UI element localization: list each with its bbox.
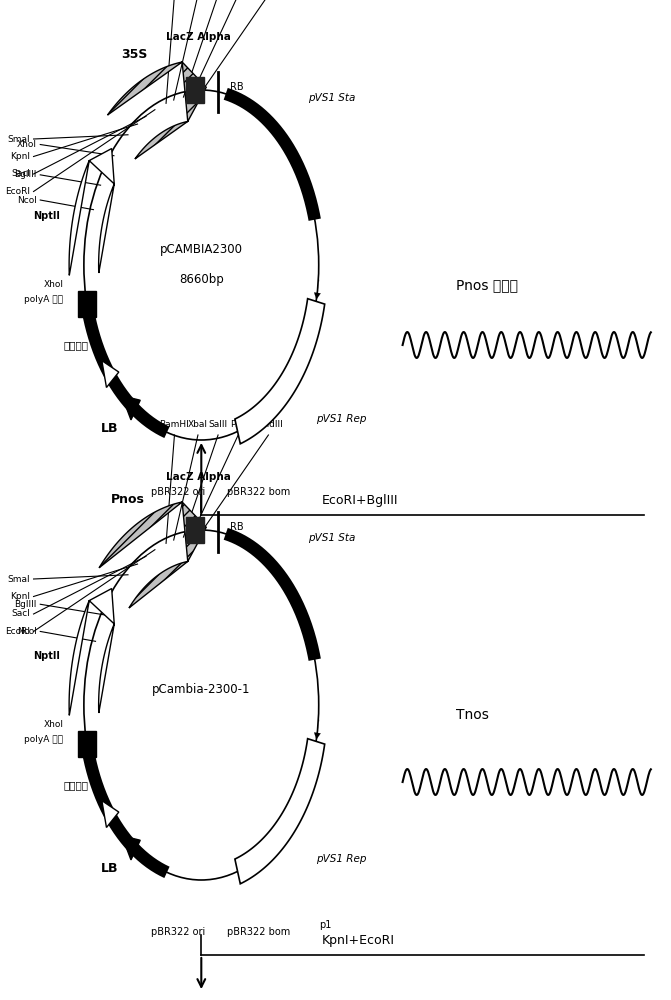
Polygon shape xyxy=(102,361,119,387)
Text: EcoRI: EcoRI xyxy=(5,187,30,196)
Text: SalII: SalII xyxy=(209,420,227,429)
Text: pVS1 Sta: pVS1 Sta xyxy=(307,93,355,103)
Text: pBR322 ori: pBR322 ori xyxy=(151,487,205,497)
Text: 35S: 35S xyxy=(121,48,147,61)
Polygon shape xyxy=(235,299,325,444)
Text: pBR322 bom: pBR322 bom xyxy=(227,487,290,497)
Text: HindIII: HindIII xyxy=(254,420,282,429)
Text: SmaI: SmaI xyxy=(7,574,30,584)
Text: NcoI: NcoI xyxy=(17,196,37,205)
Text: EcoRI: EcoRI xyxy=(5,627,30,636)
Text: polyA 信号: polyA 信号 xyxy=(24,735,63,744)
Text: XbaI: XbaI xyxy=(188,420,208,429)
Text: pCAMBIA2300: pCAMBIA2300 xyxy=(160,243,243,256)
Text: 卡那霉素: 卡那霉素 xyxy=(64,780,89,790)
Text: PstI: PstI xyxy=(230,420,246,429)
Text: pCambia-2300-1: pCambia-2300-1 xyxy=(152,684,250,696)
Text: NcoI: NcoI xyxy=(17,627,37,636)
Polygon shape xyxy=(235,739,325,884)
Bar xyxy=(187,77,204,103)
Bar xyxy=(78,291,95,317)
Text: LacZ Alpha: LacZ Alpha xyxy=(166,32,231,42)
Bar xyxy=(187,517,204,543)
Text: NptII: NptII xyxy=(34,651,60,661)
Text: EcoRI+BglIII: EcoRI+BglIII xyxy=(322,494,399,507)
Text: KpnI: KpnI xyxy=(10,152,30,161)
Polygon shape xyxy=(107,62,206,159)
Text: BamHI: BamHI xyxy=(160,420,189,429)
Polygon shape xyxy=(69,149,114,275)
Text: RB: RB xyxy=(229,82,244,92)
Text: LB: LB xyxy=(101,422,118,435)
Text: SacI: SacI xyxy=(11,169,30,178)
Text: LB: LB xyxy=(101,862,118,875)
Text: Tnos: Tnos xyxy=(456,708,489,722)
Text: 卡那霉素: 卡那霉素 xyxy=(64,340,89,350)
Text: pVS1 Sta: pVS1 Sta xyxy=(307,533,355,543)
Text: NptII: NptII xyxy=(34,211,60,221)
Text: XhoI: XhoI xyxy=(17,140,37,149)
Text: pBR322 bom: pBR322 bom xyxy=(227,927,290,937)
Text: BglIII: BglIII xyxy=(15,600,37,609)
Text: XhoI: XhoI xyxy=(44,720,63,729)
Text: SacI: SacI xyxy=(11,609,30,618)
Text: 8660bp: 8660bp xyxy=(179,273,223,286)
Text: pBR322 ori: pBR322 ori xyxy=(151,927,205,937)
Bar xyxy=(78,731,95,757)
Text: Pnos: Pnos xyxy=(111,493,145,506)
Text: KpnI: KpnI xyxy=(10,592,30,601)
Polygon shape xyxy=(102,801,119,827)
Text: SmaI: SmaI xyxy=(7,134,30,143)
Text: RB: RB xyxy=(229,522,244,532)
Text: polyA 信号: polyA 信号 xyxy=(24,295,63,304)
Text: Pnos 启动子: Pnos 启动子 xyxy=(456,278,518,292)
Text: LacZ Alpha: LacZ Alpha xyxy=(166,472,231,482)
Text: p1: p1 xyxy=(319,920,331,930)
Polygon shape xyxy=(69,589,114,715)
Text: pVS1 Rep: pVS1 Rep xyxy=(316,414,366,424)
Text: XhoI: XhoI xyxy=(44,280,63,289)
Polygon shape xyxy=(99,502,206,608)
Text: pVS1 Rep: pVS1 Rep xyxy=(316,854,366,864)
Text: KpnI+EcoRI: KpnI+EcoRI xyxy=(322,934,395,947)
Polygon shape xyxy=(122,836,140,860)
Polygon shape xyxy=(122,396,140,420)
Text: BglIII: BglIII xyxy=(15,170,37,179)
